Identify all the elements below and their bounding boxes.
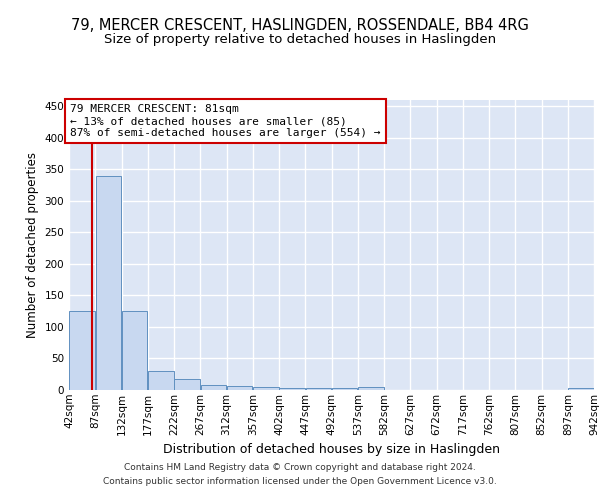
Text: Contains HM Land Registry data © Crown copyright and database right 2024.: Contains HM Land Registry data © Crown c… [124, 464, 476, 472]
X-axis label: Distribution of detached houses by size in Haslingden: Distribution of detached houses by size … [163, 443, 500, 456]
Bar [69, 311, 95, 390]
Bar [279, 388, 305, 390]
Y-axis label: Number of detached properties: Number of detached properties [26, 152, 39, 338]
Bar [358, 387, 384, 390]
Bar [95, 176, 121, 390]
Bar [332, 388, 358, 390]
Bar [148, 371, 174, 390]
Bar [253, 387, 279, 390]
Bar [200, 385, 226, 390]
Bar [227, 386, 253, 390]
Bar [305, 388, 331, 390]
Text: Contains public sector information licensed under the Open Government Licence v3: Contains public sector information licen… [103, 477, 497, 486]
Bar [568, 388, 594, 390]
Bar [174, 378, 200, 390]
Text: 79, MERCER CRESCENT, HASLINGDEN, ROSSENDALE, BB4 4RG: 79, MERCER CRESCENT, HASLINGDEN, ROSSEND… [71, 18, 529, 32]
Bar [122, 311, 148, 390]
Text: Size of property relative to detached houses in Haslingden: Size of property relative to detached ho… [104, 32, 496, 46]
Text: 79 MERCER CRESCENT: 81sqm
← 13% of detached houses are smaller (85)
87% of semi-: 79 MERCER CRESCENT: 81sqm ← 13% of detac… [70, 104, 380, 138]
